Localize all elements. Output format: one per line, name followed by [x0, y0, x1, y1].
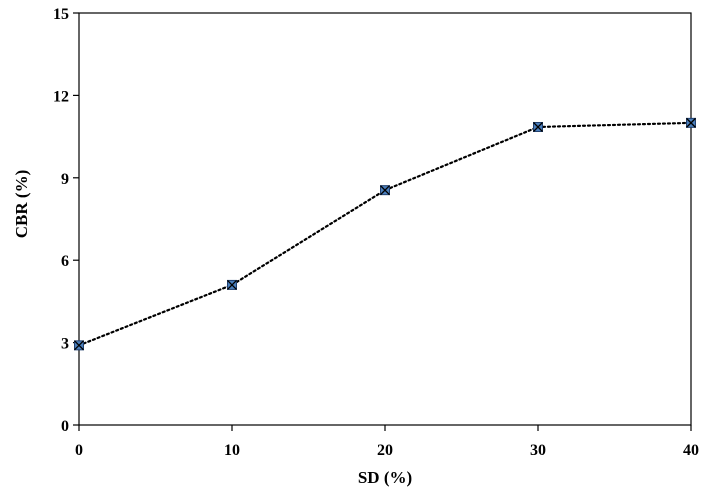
- data-point: [74, 340, 84, 351]
- x-axis: 0 10 20 30 40: [75, 425, 699, 459]
- x-tick-label: 30: [530, 442, 546, 459]
- data-point-cross: [686, 117, 696, 128]
- data-point-cross: [74, 340, 84, 351]
- data-point: [533, 121, 543, 132]
- series-layer: [74, 117, 696, 351]
- series-line: [77, 121, 693, 347]
- x-axis-title: SD (%): [358, 468, 412, 487]
- plot-area: [78, 12, 692, 426]
- y-tick-label: 12: [53, 88, 69, 105]
- data-point-cross: [533, 122, 543, 132]
- x-tick-label: 0: [75, 442, 83, 459]
- y-tick-label: 3: [61, 336, 69, 353]
- y-tick-label: 9: [61, 171, 69, 188]
- data-point: [686, 117, 696, 128]
- data-point-cross: [227, 279, 237, 290]
- y-tick-label: 0: [61, 418, 69, 435]
- y-tick-label: 6: [61, 253, 69, 270]
- y-tick-label: 15: [53, 6, 69, 23]
- data-point-cross: [380, 185, 390, 196]
- x-tick-label: 40: [683, 442, 699, 459]
- data-point: [380, 185, 390, 196]
- x-tick-label: 10: [224, 442, 240, 459]
- data-point: [227, 279, 237, 290]
- x-tick-label: 20: [377, 442, 393, 459]
- y-axis-title: CBR (%): [12, 170, 31, 238]
- y-axis: 0 3 6 9 12 15: [53, 6, 79, 435]
